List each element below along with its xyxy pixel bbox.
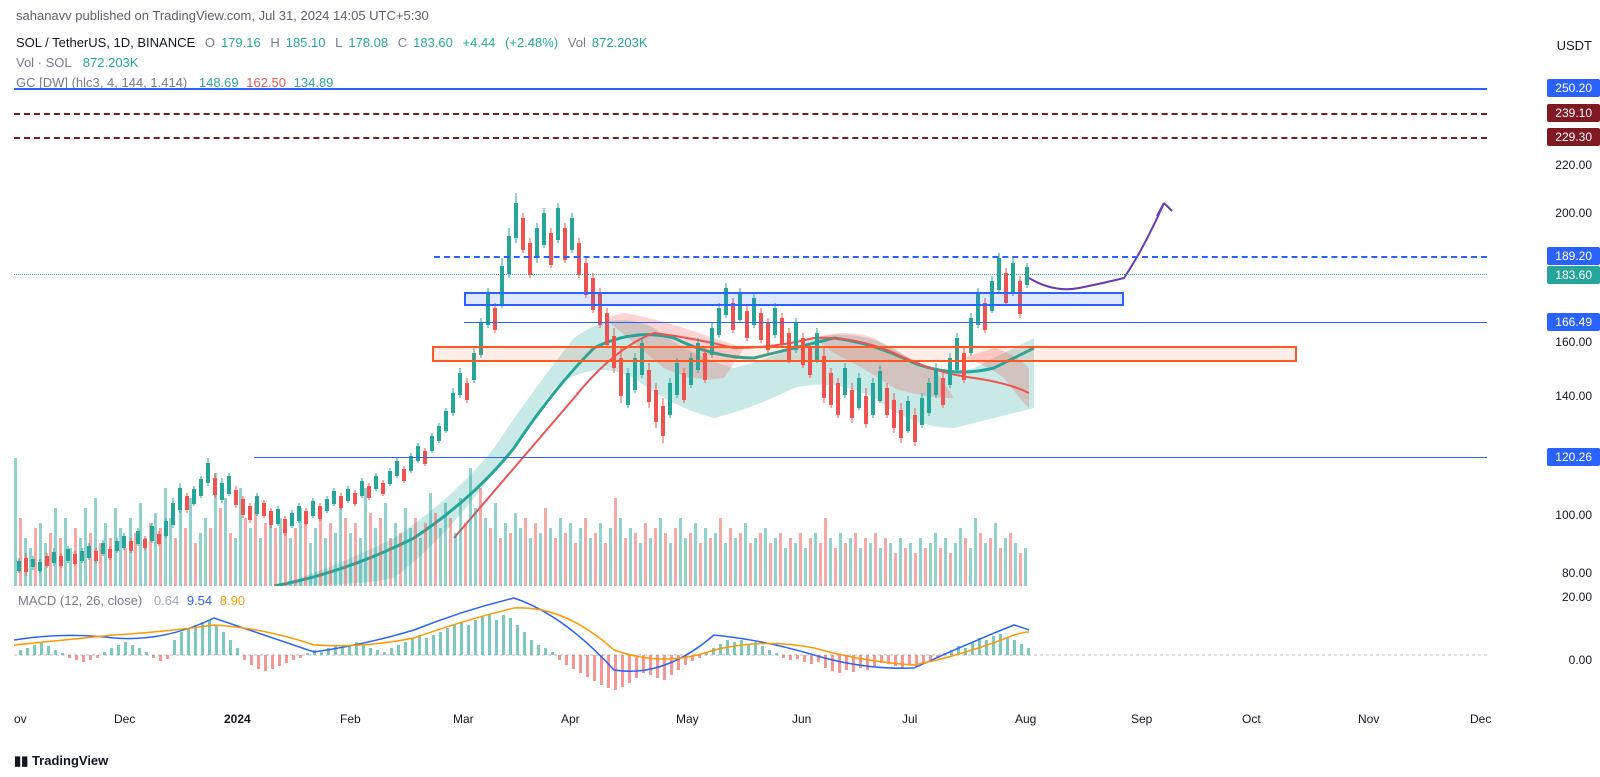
horizontal-price-line[interactable] [434,256,1487,258]
x-axis-label: ov [14,712,27,726]
y-axis-label: 140.00 [1555,389,1592,403]
y-axis-label: 220.00 [1555,158,1592,172]
horizontal-price-line[interactable] [14,88,1487,90]
y-axis-label: 100.00 [1555,508,1592,522]
x-axis-label: Oct [1242,712,1261,726]
macd-v2: 9.54 [187,593,212,608]
x-axis-label: 2024 [224,712,251,726]
x-axis-label: Nov [1358,712,1379,726]
y-axis-label: 80.00 [1562,566,1592,580]
macd-y-label: 0.00 [1569,653,1592,667]
y-axis-price-badge: 239.10 [1547,104,1600,122]
horizontal-price-line[interactable] [14,137,1487,139]
price-chart-svg [14,28,1487,586]
macd-indicator-row: MACD (12, 26, close) 0.64 9.54 8.90 [18,593,245,608]
x-axis-label: Mar [453,712,474,726]
x-axis-label: Apr [561,712,580,726]
time-x-axis: ovDec2024FebMarAprMayJunJulAugSepOctNovD… [14,712,1487,732]
y-axis-label: 200.00 [1555,206,1592,220]
tradingview-brand: ▮▮ TradingView [14,753,108,769]
x-axis-label: Jun [792,712,811,726]
y-axis-price-badge: 250.20 [1547,79,1600,97]
x-axis-label: Dec [114,712,135,726]
x-axis-label: Jul [902,712,917,726]
macd-v1: 0.64 [154,593,179,608]
x-axis-label: May [676,712,699,726]
macd-v3: 8.90 [220,593,245,608]
x-axis-label: Sep [1131,712,1152,726]
y-axis-price-badge: 229.30 [1547,128,1600,146]
macd-y-label: 20.00 [1562,590,1592,604]
horizontal-price-line[interactable] [254,457,1487,458]
y-axis-price-badge: 120.26 [1547,448,1600,466]
x-axis-label: Dec [1470,712,1491,726]
y-axis-label: 160.00 [1555,335,1592,349]
y-axis-price-badge: 189.20 [1547,247,1600,265]
horizontal-price-line[interactable] [14,113,1487,115]
main-chart-pane[interactable] [14,28,1487,586]
price-y-axis: 220.00 200.00 160.00 140.00 120.26 100.00 80.0… [1487,28,1600,708]
horizontal-price-line[interactable] [464,322,1487,323]
horizontal-price-line[interactable] [14,274,1487,275]
publish-header: sahanavv published on TradingView.com, J… [16,8,429,23]
price-zone-box[interactable] [464,292,1124,306]
quote-currency-label: USDT [1557,38,1592,53]
price-zone-box[interactable] [432,346,1297,362]
x-axis-label: Aug [1015,712,1036,726]
y-axis-price-badge: 166.49 [1547,313,1600,331]
macd-label: MACD (12, 26, close) [18,593,142,608]
y-axis-price-badge: 183.60 [1547,266,1600,284]
x-axis-label: Feb [340,712,361,726]
